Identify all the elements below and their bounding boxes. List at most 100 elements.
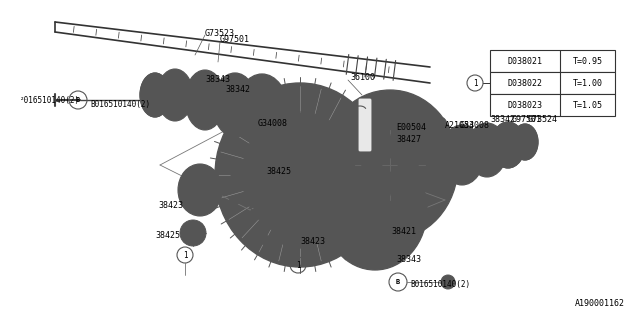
Ellipse shape <box>380 136 400 158</box>
Ellipse shape <box>348 119 432 211</box>
Ellipse shape <box>491 122 525 168</box>
Text: 1: 1 <box>182 251 188 260</box>
Ellipse shape <box>246 88 278 132</box>
Ellipse shape <box>398 154 418 176</box>
Text: T=0.95: T=0.95 <box>573 57 602 66</box>
Text: 38421: 38421 <box>391 228 416 236</box>
Ellipse shape <box>241 171 250 180</box>
FancyBboxPatch shape <box>490 94 615 116</box>
Ellipse shape <box>245 115 355 235</box>
Ellipse shape <box>401 102 408 110</box>
Ellipse shape <box>350 114 358 122</box>
Ellipse shape <box>192 181 208 199</box>
Ellipse shape <box>305 217 325 243</box>
Ellipse shape <box>342 240 349 247</box>
Ellipse shape <box>358 214 366 222</box>
Text: B: B <box>396 279 400 285</box>
Ellipse shape <box>433 117 447 133</box>
Ellipse shape <box>215 83 385 267</box>
Ellipse shape <box>312 145 348 185</box>
Ellipse shape <box>343 174 407 246</box>
Ellipse shape <box>499 133 517 157</box>
Ellipse shape <box>440 125 484 185</box>
Ellipse shape <box>231 161 259 189</box>
Ellipse shape <box>518 132 532 152</box>
Text: G97501: G97501 <box>220 36 250 44</box>
Text: G34008: G34008 <box>258 118 288 127</box>
Text: 38343: 38343 <box>396 255 421 265</box>
Text: G97501: G97501 <box>512 116 542 124</box>
Ellipse shape <box>213 73 257 137</box>
Ellipse shape <box>380 172 400 194</box>
Text: G73524: G73524 <box>528 116 558 124</box>
Ellipse shape <box>178 164 222 216</box>
Ellipse shape <box>180 220 206 246</box>
Ellipse shape <box>349 122 358 132</box>
Ellipse shape <box>165 80 185 110</box>
Ellipse shape <box>140 73 170 117</box>
Ellipse shape <box>349 218 358 228</box>
Ellipse shape <box>323 150 427 270</box>
Ellipse shape <box>229 144 239 154</box>
Ellipse shape <box>371 158 378 165</box>
Ellipse shape <box>193 82 217 118</box>
Ellipse shape <box>449 137 475 173</box>
Ellipse shape <box>401 172 408 180</box>
Text: 38425: 38425 <box>266 167 291 177</box>
Text: A190001162: A190001162 <box>575 299 625 308</box>
Ellipse shape <box>275 201 315 249</box>
Ellipse shape <box>401 240 408 247</box>
Text: 38425: 38425 <box>155 231 180 241</box>
Ellipse shape <box>413 206 420 213</box>
Ellipse shape <box>189 229 197 237</box>
Ellipse shape <box>330 206 337 213</box>
Text: 38423: 38423 <box>158 201 183 210</box>
Text: G73523: G73523 <box>205 28 235 37</box>
FancyBboxPatch shape <box>490 72 615 94</box>
Ellipse shape <box>236 74 288 146</box>
Ellipse shape <box>185 70 225 130</box>
Ellipse shape <box>362 154 382 176</box>
Text: T=1.00: T=1.00 <box>573 78 602 87</box>
Text: 38343: 38343 <box>205 76 230 84</box>
Text: 1: 1 <box>296 260 300 269</box>
Text: 36100: 36100 <box>350 73 375 82</box>
Ellipse shape <box>260 105 270 115</box>
Ellipse shape <box>342 172 349 180</box>
Text: 1: 1 <box>473 78 477 87</box>
Ellipse shape <box>157 69 193 121</box>
Text: A21053: A21053 <box>445 121 475 130</box>
Ellipse shape <box>229 196 239 206</box>
Ellipse shape <box>371 254 378 261</box>
FancyBboxPatch shape <box>490 50 615 72</box>
Ellipse shape <box>441 275 455 289</box>
Text: 38427: 38427 <box>396 135 421 145</box>
Ellipse shape <box>512 124 538 160</box>
Text: T=1.05: T=1.05 <box>573 100 602 109</box>
Ellipse shape <box>476 135 498 165</box>
Ellipse shape <box>372 251 388 269</box>
Text: G34008: G34008 <box>460 121 490 130</box>
Text: D038021: D038021 <box>508 57 543 66</box>
Ellipse shape <box>300 131 360 199</box>
Ellipse shape <box>288 217 302 233</box>
Ellipse shape <box>307 244 317 254</box>
Text: 38423: 38423 <box>300 237 325 246</box>
Text: B016510140(2): B016510140(2) <box>410 281 470 290</box>
Ellipse shape <box>441 172 449 180</box>
Ellipse shape <box>376 255 384 265</box>
Ellipse shape <box>322 90 458 240</box>
Text: D038023: D038023 <box>508 100 543 109</box>
Ellipse shape <box>147 83 163 107</box>
FancyBboxPatch shape <box>358 98 372 152</box>
Text: D038022: D038022 <box>508 78 543 87</box>
Ellipse shape <box>410 216 418 224</box>
Text: B016510140(2): B016510140(2) <box>90 100 150 109</box>
Ellipse shape <box>260 235 270 245</box>
Ellipse shape <box>307 96 317 106</box>
Text: 38342: 38342 <box>490 116 515 124</box>
Ellipse shape <box>438 140 447 148</box>
Text: B: B <box>76 97 80 103</box>
Ellipse shape <box>365 170 375 180</box>
Text: ²016510140(2): ²016510140(2) <box>20 95 80 105</box>
